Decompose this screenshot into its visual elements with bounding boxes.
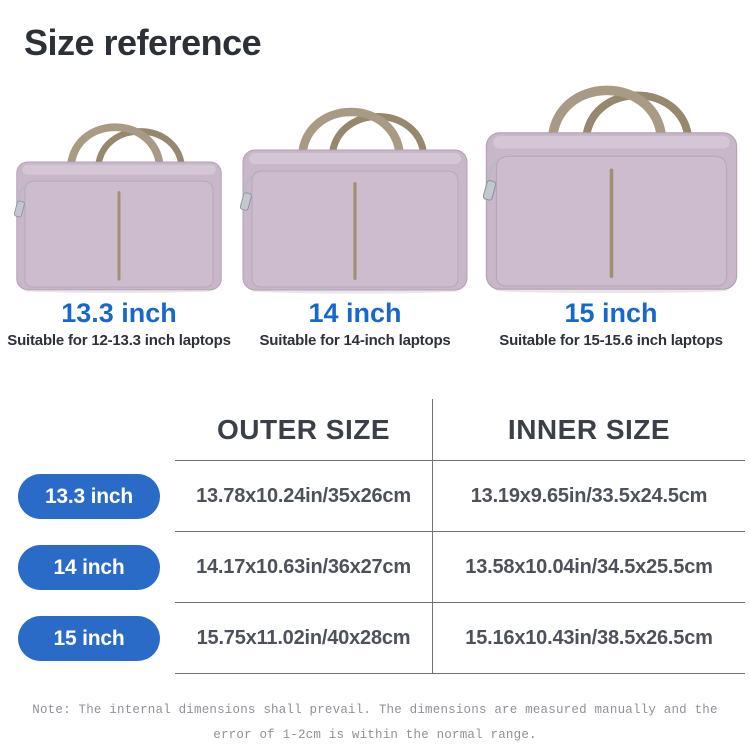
- bag-center-stripe: [117, 191, 121, 282]
- bag-handle-front: [547, 85, 667, 145]
- table-row-label-cell: 15 inch: [0, 603, 175, 674]
- bag-caption-13-3: 13.3 inch Suitable for 12-13.3 inch lapt…: [3, 294, 235, 350]
- bag-top-highlight: [492, 136, 730, 149]
- bag-top-highlight: [249, 152, 461, 164]
- laptop-bag-image-14: [240, 107, 468, 294]
- outer-size-cell: 13.78x10.24in/35x26cm: [175, 461, 432, 533]
- size-pill-14: 14 inch: [18, 545, 160, 591]
- bag-top-highlight: [22, 165, 216, 176]
- bag-suitability-text: Suitable for 14-inch laptops: [259, 332, 451, 350]
- bag-handle-front: [297, 107, 405, 161]
- measurement-disclaimer-note: Note: The internal dimensions shall prev…: [32, 703, 718, 742]
- bag-center-stripe: [609, 168, 613, 279]
- inner-size-cell: 15.16x10.43in/38.5x26.5cm: [432, 603, 745, 675]
- size-comparison-table: OUTER SIZE INNER SIZE 13.3 inch 13.78x10…: [0, 399, 750, 675]
- bag-illustrations-row: [0, 66, 750, 294]
- bag-handle-front: [66, 123, 164, 172]
- bag-size-label: 13.3 inch: [61, 297, 177, 328]
- bag-caption-14: 14 inch Suitable for 14-inch laptops: [235, 294, 475, 350]
- bag-center-stripe: [353, 181, 357, 280]
- bag-suitability-text: Suitable for 12-13.3 inch laptops: [7, 332, 231, 350]
- column-header-inner-size: INNER SIZE: [432, 399, 745, 462]
- outer-size-cell: 15.75x11.02in/40x28cm: [175, 603, 432, 675]
- bag-captions-row: 13.3 inch Suitable for 12-13.3 inch lapt…: [0, 294, 750, 350]
- bag-zipper-pull: [240, 192, 252, 211]
- size-pill-13-3: 13.3 inch: [18, 474, 160, 520]
- table-row-label-cell: 13.3 inch: [0, 461, 175, 532]
- laptop-bag-image-13-3: [14, 123, 222, 294]
- bag-item-15-inch: [475, 68, 747, 294]
- bag-zipper-pull: [14, 200, 25, 218]
- inner-size-cell: 13.19x9.65in/33.5x24.5cm: [432, 461, 745, 533]
- bag-zipper-pull: [482, 180, 496, 201]
- bag-item-13-3-inch: [3, 109, 235, 294]
- page-title: Size reference: [24, 22, 262, 63]
- bag-suitability-text: Suitable for 15-15.6 inch laptops: [499, 332, 723, 350]
- bag-caption-15: 15 inch Suitable for 15-15.6 inch laptop…: [475, 294, 747, 350]
- column-header-outer-size: OUTER SIZE: [175, 399, 432, 462]
- table-row-label-cell: 14 inch: [0, 532, 175, 603]
- bag-size-label: 15 inch: [564, 297, 658, 328]
- bag-item-14-inch: [235, 92, 475, 294]
- bag-size-label: 14 inch: [308, 297, 402, 328]
- outer-size-cell: 14.17x10.63in/36x27cm: [175, 532, 432, 604]
- size-pill-15: 15 inch: [18, 616, 160, 662]
- inner-size-cell: 13.58x10.04in/34.5x25.5cm: [432, 532, 745, 604]
- table-corner-spacer: [0, 399, 175, 461]
- laptop-bag-image-15: [482, 85, 737, 294]
